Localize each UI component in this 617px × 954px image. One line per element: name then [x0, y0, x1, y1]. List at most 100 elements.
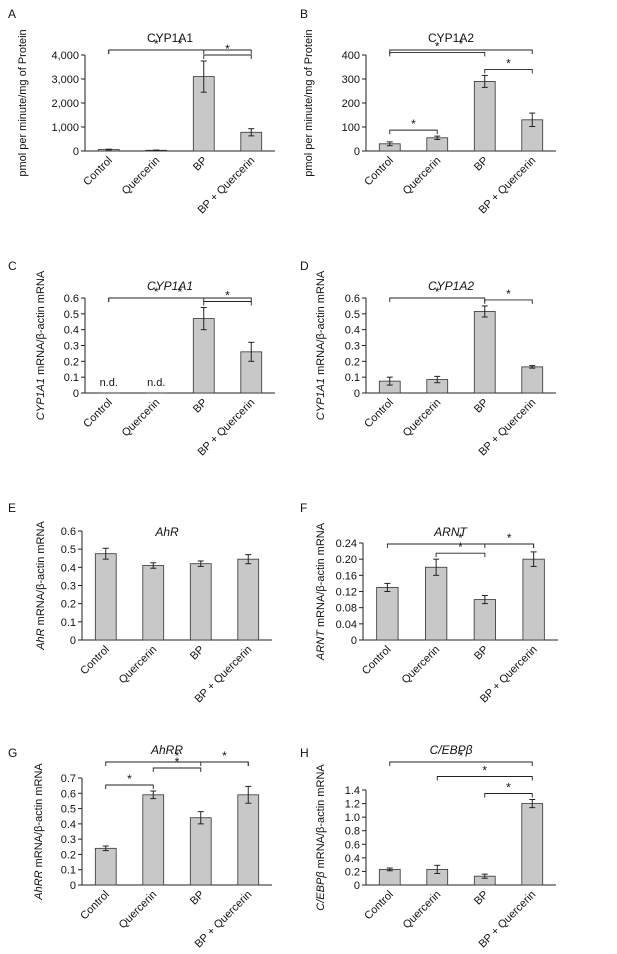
x-tick-label: BP	[188, 889, 207, 908]
x-tick-label: BP	[188, 644, 207, 663]
x-tick-label: Control	[81, 397, 115, 431]
panel-A: A CYP1A1 0 1,000 2,000 3,000 4,000 pmol per min…	[8, 7, 275, 216]
significance-star: *	[458, 540, 463, 554]
chart-title: CYP1A2	[428, 31, 474, 45]
significance-star: *	[435, 285, 440, 299]
panel-letter: A	[8, 7, 16, 21]
x-tick-label: BP	[191, 397, 210, 416]
y-tick-label: 0	[70, 635, 76, 647]
significance-star: *	[154, 37, 159, 51]
y-tick-label: 0.6	[61, 526, 76, 538]
panel-D: D CYP1A2 0 0.1 0.2 0.3 0.4 0.5 0.6 CYP1A1 mRNA/β-…	[300, 259, 556, 458]
panel-letter: D	[300, 259, 309, 273]
panel-letter: E	[8, 501, 16, 515]
y-tick-label: 0.5	[61, 804, 76, 816]
chart-title: AhR	[154, 525, 179, 539]
y-tick-label: 0	[354, 880, 360, 892]
y-tick-label: 0.3	[64, 341, 79, 353]
x-tick-label: Quercerin	[120, 155, 163, 198]
y-tick-label: 0.5	[345, 309, 360, 321]
significance-bracket	[203, 301, 252, 306]
y-tick-label: 0.24	[336, 538, 357, 550]
y-tick-label: 0.1	[61, 865, 76, 877]
chart-title: CYP1A2	[428, 279, 474, 293]
bar	[473, 599, 496, 641]
bar	[521, 366, 544, 394]
y-tick-label: 0.3	[345, 341, 360, 353]
panel-letter: G	[8, 746, 17, 760]
y-tick-label: 0.1	[345, 372, 360, 384]
significance-bracket	[389, 761, 533, 766]
bar-label: n.d.	[147, 377, 165, 389]
significance-bracket	[105, 784, 154, 789]
y-axis-label: AhR mRNA/β-actin mRNA	[35, 521, 47, 651]
x-tick-label: Control	[362, 155, 396, 189]
panel-letter: C	[8, 259, 17, 273]
x-tick-label: Control	[360, 644, 394, 678]
panel-letter: H	[300, 746, 309, 760]
x-tick-label: Quercerin	[117, 889, 160, 932]
bar	[142, 794, 165, 886]
y-axis-label: CYP1A1 mRNA/β-actin mRNA	[315, 270, 327, 420]
bar	[522, 558, 545, 641]
x-tick-label: Quercerin	[117, 644, 160, 687]
bar	[237, 558, 260, 641]
bar	[189, 563, 212, 641]
y-tick-label: 0.6	[345, 293, 360, 305]
significance-star: *	[222, 749, 227, 763]
y-tick-label: 0.1	[64, 372, 79, 384]
panel-letter: F	[300, 501, 307, 515]
y-tick-label: 0.4	[345, 325, 360, 337]
y-tick-label: 0.6	[64, 293, 79, 305]
significance-star: *	[459, 749, 464, 763]
y-tick-label: 2,000	[51, 98, 79, 110]
y-tick-label: 0.4	[61, 819, 76, 831]
significance-bracket	[386, 543, 535, 548]
x-tick-label: Quercerin	[401, 155, 444, 198]
x-tick-label: BP	[472, 644, 491, 663]
bar	[142, 565, 165, 641]
x-tick-label: Quercerin	[120, 397, 163, 440]
y-tick-label: 0	[73, 388, 79, 400]
significance-star: *	[458, 531, 463, 545]
x-tick-label: Control	[78, 889, 112, 923]
significance-star: *	[435, 39, 440, 53]
y-tick-label: 0.8	[345, 826, 360, 838]
y-tick-label: 0	[73, 146, 79, 158]
chart-title: CYP1A1	[147, 279, 193, 293]
chart-title: ARNT	[433, 525, 468, 539]
significance-star: *	[154, 285, 159, 299]
significance-bracket	[389, 49, 533, 54]
bar	[94, 553, 117, 641]
significance-bracket	[484, 793, 533, 798]
significance-bracket	[389, 51, 486, 57]
significance-bracket	[435, 552, 486, 558]
bar	[424, 566, 448, 641]
significance-star: *	[225, 42, 230, 56]
significance-star: *	[225, 289, 230, 303]
x-tick-label: BP	[472, 397, 491, 416]
x-tick-label: Control	[78, 644, 112, 678]
significance-bracket	[203, 54, 252, 59]
significance-bracket	[389, 297, 486, 302]
significance-bracket	[108, 49, 252, 54]
bar	[473, 311, 496, 394]
y-tick-label: 0.5	[61, 544, 76, 556]
chart-title: AhRR	[150, 743, 183, 757]
x-tick-label: Quercerin	[401, 397, 444, 440]
y-tick-label: 0.4	[345, 853, 360, 865]
bar	[189, 817, 212, 886]
significance-star: *	[459, 37, 464, 51]
significance-star: *	[127, 772, 132, 786]
bar	[473, 81, 496, 152]
significance-star: *	[411, 117, 416, 131]
significance-bracket	[108, 297, 252, 302]
significance-star: *	[482, 764, 487, 778]
y-tick-label: 0.3	[61, 834, 76, 846]
y-tick-label: 0.04	[336, 619, 357, 631]
bar-label: n.d.	[100, 377, 118, 389]
bar	[376, 587, 399, 641]
y-tick-label: 1.2	[345, 799, 360, 811]
significance-star: *	[506, 56, 511, 70]
